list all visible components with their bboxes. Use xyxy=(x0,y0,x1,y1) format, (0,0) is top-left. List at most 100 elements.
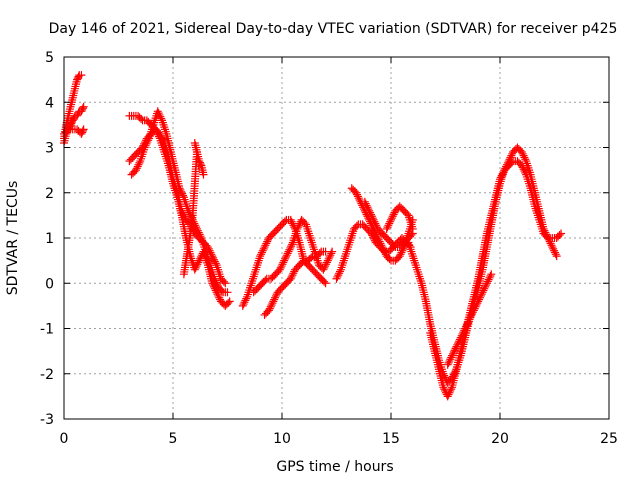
data-point xyxy=(260,243,269,252)
data-point xyxy=(375,237,384,246)
data-point xyxy=(482,279,491,288)
chart-title: Day 146 of 2021, Sidereal Day-to-day VTE… xyxy=(49,21,618,37)
y-axis-label: SDTVAR / TECUs xyxy=(5,181,21,296)
y-tick-label: -2 xyxy=(40,367,54,383)
data-point xyxy=(215,293,224,302)
data-point xyxy=(256,252,265,261)
data-point xyxy=(192,262,201,271)
data-point xyxy=(445,388,454,397)
data-point xyxy=(517,161,526,170)
data-point xyxy=(194,258,203,267)
data-point xyxy=(462,320,471,329)
data-point xyxy=(325,253,334,262)
x-axis-label: GPS time / hours xyxy=(276,459,393,475)
data-point xyxy=(315,249,324,258)
x-tick-label: 10 xyxy=(273,431,291,447)
data-point xyxy=(458,329,467,338)
data-point xyxy=(468,308,477,317)
data-point xyxy=(382,224,391,233)
data-point xyxy=(547,241,556,250)
data-point xyxy=(332,274,341,283)
data-point xyxy=(287,272,296,281)
data-point xyxy=(132,164,141,173)
data-point xyxy=(380,246,389,255)
data-point xyxy=(376,239,385,248)
data-point xyxy=(369,215,378,224)
data-point xyxy=(258,246,267,255)
data-point xyxy=(371,219,380,228)
data-point xyxy=(263,237,272,246)
data-point xyxy=(79,125,88,134)
data-point xyxy=(141,138,150,147)
data-point xyxy=(206,248,215,257)
data-point xyxy=(288,240,297,249)
data-point xyxy=(321,247,330,256)
data-point xyxy=(271,291,280,300)
data-point xyxy=(287,242,296,251)
y-tick-label: 3 xyxy=(45,141,54,157)
data-point xyxy=(388,212,397,221)
data-point xyxy=(443,392,452,401)
data-point xyxy=(242,294,251,303)
data-point xyxy=(327,249,336,258)
data-point xyxy=(154,109,163,118)
data-point xyxy=(224,298,233,307)
data-point xyxy=(193,260,202,269)
data-point xyxy=(152,127,161,136)
data-point xyxy=(466,313,475,322)
x-tick-label: 20 xyxy=(491,431,509,447)
data-point xyxy=(208,279,217,288)
data-point xyxy=(257,250,266,259)
data-point xyxy=(368,214,377,223)
data-point xyxy=(387,214,396,223)
data-point xyxy=(131,166,140,175)
data-point xyxy=(497,171,506,180)
data-point xyxy=(482,281,491,290)
data-point xyxy=(521,168,530,177)
data-point xyxy=(484,275,493,284)
data-point xyxy=(319,265,328,274)
data-point xyxy=(280,256,289,265)
data-point xyxy=(135,158,144,167)
data-point xyxy=(211,286,220,295)
data-point xyxy=(288,271,297,280)
data-point xyxy=(257,248,266,257)
data-point xyxy=(286,274,295,283)
data-point xyxy=(281,253,290,262)
data-point xyxy=(264,306,273,315)
data-point xyxy=(209,282,218,291)
data-point xyxy=(370,217,379,226)
data-point xyxy=(386,217,395,226)
data-point xyxy=(140,139,149,148)
data-point xyxy=(271,293,280,302)
data-point xyxy=(446,355,455,364)
data-point xyxy=(278,260,287,269)
data-point xyxy=(486,272,495,281)
data-point xyxy=(408,224,417,233)
data-point xyxy=(259,244,268,253)
data-point xyxy=(507,158,516,167)
data-point xyxy=(460,326,469,335)
y-tick-label: -3 xyxy=(40,412,54,428)
data-point xyxy=(517,148,526,157)
data-point xyxy=(550,246,559,255)
data-point xyxy=(452,342,461,351)
data-point xyxy=(448,351,457,360)
y-tick-label: 0 xyxy=(45,276,54,292)
data-point xyxy=(196,232,205,241)
data-point xyxy=(472,300,481,309)
data-point xyxy=(77,71,86,80)
data-point xyxy=(448,349,457,358)
data-point xyxy=(219,277,228,286)
data-point xyxy=(461,324,470,333)
data-point xyxy=(496,173,505,182)
data-point xyxy=(380,248,389,257)
data-point xyxy=(295,221,304,230)
data-point xyxy=(333,272,342,281)
data-point xyxy=(321,262,330,271)
data-point xyxy=(451,344,460,353)
data-point xyxy=(133,162,142,171)
data-point xyxy=(320,277,329,286)
data-point xyxy=(551,250,560,259)
